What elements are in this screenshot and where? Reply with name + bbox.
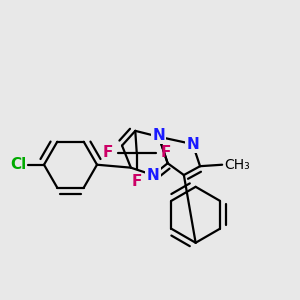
Text: F: F (160, 146, 171, 160)
Text: Cl: Cl (10, 157, 26, 172)
Text: F: F (132, 174, 142, 189)
Text: CH₃: CH₃ (224, 158, 250, 172)
Text: F: F (103, 146, 113, 160)
Text: N: N (186, 136, 199, 152)
Text: N: N (147, 167, 159, 182)
Text: N: N (152, 128, 165, 143)
